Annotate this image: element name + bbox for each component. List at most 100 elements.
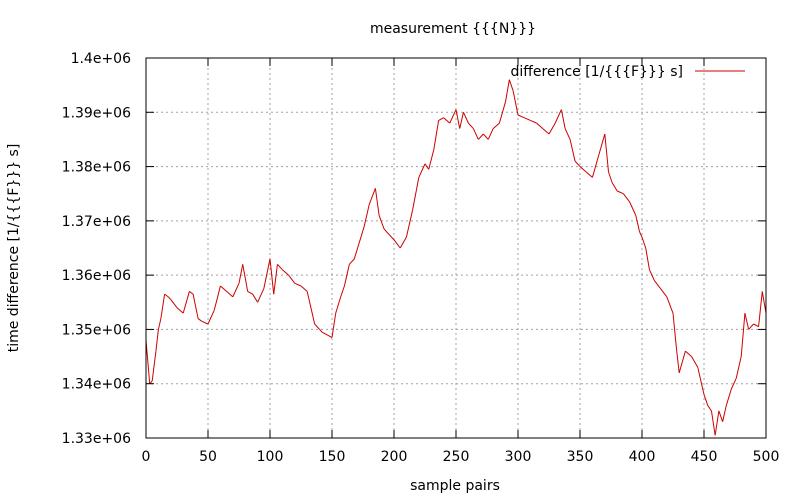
series-segment [672, 313, 678, 352]
series-segment [197, 318, 203, 322]
series-segment [691, 356, 699, 368]
series-segment [201, 320, 209, 325]
series-segment [378, 215, 385, 230]
legend: difference [1/{{{F}}} s] [510, 64, 745, 80]
x-tick-label: 100 [257, 449, 284, 465]
series-segment [288, 274, 296, 284]
series-segment [282, 269, 289, 276]
series-segment [758, 291, 763, 327]
series-segment [192, 294, 199, 319]
series-segment [508, 79, 514, 91]
series-segment [358, 226, 365, 243]
series-segment [685, 350, 692, 357]
series-segment [635, 215, 641, 232]
series-segment [707, 405, 712, 412]
series-segment [639, 231, 643, 238]
series-segment [294, 282, 302, 287]
x-tick-label: 250 [443, 449, 470, 465]
axis-ticks [145, 57, 767, 439]
series-segment [608, 171, 613, 184]
x-tick-label: 300 [505, 449, 532, 465]
series-segment [340, 285, 345, 298]
series-segment [335, 296, 342, 314]
series-segment [678, 351, 686, 373]
series-segment [182, 291, 190, 314]
series-segment [623, 193, 630, 203]
x-axis-label: sample pairs [410, 478, 500, 494]
y-tick-label: 1.33e+06 [62, 431, 131, 447]
series-segment [492, 122, 500, 129]
series-segment [569, 139, 576, 162]
series-segment [160, 294, 166, 319]
series-segment [319, 329, 323, 333]
y-tick-label: 1.35e+06 [62, 322, 131, 338]
series-segment [164, 293, 169, 298]
series-segment [564, 128, 571, 140]
series-segment [449, 109, 457, 124]
x-tick-label: 200 [381, 449, 408, 465]
series-segment [170, 299, 178, 309]
series-segment [348, 258, 355, 265]
series-segment [388, 234, 395, 241]
series-segment [616, 190, 624, 195]
series-segment [482, 133, 489, 140]
series-segment [443, 117, 451, 124]
y-tick-label: 1.4e+06 [71, 51, 132, 67]
series-segment [145, 340, 151, 384]
series-segment [232, 283, 240, 298]
series-segment [554, 109, 562, 124]
series-segment [611, 182, 618, 192]
series-segment [645, 247, 650, 270]
series-segment [157, 318, 162, 330]
series-segment [459, 112, 464, 129]
series-segment [468, 122, 474, 129]
series-segment [697, 367, 705, 395]
legend-label: difference [1/{{{F}}} s] [510, 64, 683, 80]
series-segment [629, 201, 637, 216]
series-segment [604, 133, 610, 173]
y-axis-label: time difference [1/{{{F}}} s] [6, 144, 22, 353]
series-segment [648, 269, 655, 281]
series-segment [155, 329, 159, 352]
series-segment [730, 378, 737, 390]
series-segment [714, 410, 720, 436]
series-segment [725, 388, 732, 406]
y-tick-label: 1.36e+06 [62, 268, 131, 284]
series-segment [306, 291, 316, 325]
series-segment [753, 323, 759, 328]
series-segment [242, 264, 249, 292]
series-segment [374, 188, 380, 216]
series-segment [300, 285, 308, 292]
series-segment [560, 109, 566, 129]
series-segment [167, 296, 172, 300]
series-segment [399, 236, 407, 249]
series-segment [321, 331, 328, 336]
series-segment [598, 133, 606, 156]
y-tick-label: 1.38e+06 [62, 160, 131, 176]
x-tick-label: 400 [629, 449, 656, 465]
series-segment [433, 120, 440, 151]
series-segment [368, 188, 376, 205]
series-segment [718, 410, 724, 422]
series-segment [487, 128, 494, 140]
x-tick-label: 0 [142, 449, 151, 465]
series-segment [591, 155, 600, 178]
series-segment [226, 291, 234, 298]
series-segment [326, 334, 333, 339]
series-segment [238, 264, 244, 284]
series-segment [263, 258, 271, 289]
series-segment [438, 117, 444, 121]
series-segment [735, 356, 742, 379]
series-segment [269, 258, 275, 295]
series-segment [247, 290, 253, 295]
series-segment [498, 101, 507, 124]
series-segment [660, 288, 668, 298]
series-segment [418, 163, 426, 178]
series-segment [189, 291, 194, 295]
series-segment [512, 90, 519, 116]
series-segment [740, 313, 746, 357]
series-segment [462, 112, 469, 124]
series-segment [252, 293, 259, 303]
series-segment [472, 128, 479, 140]
